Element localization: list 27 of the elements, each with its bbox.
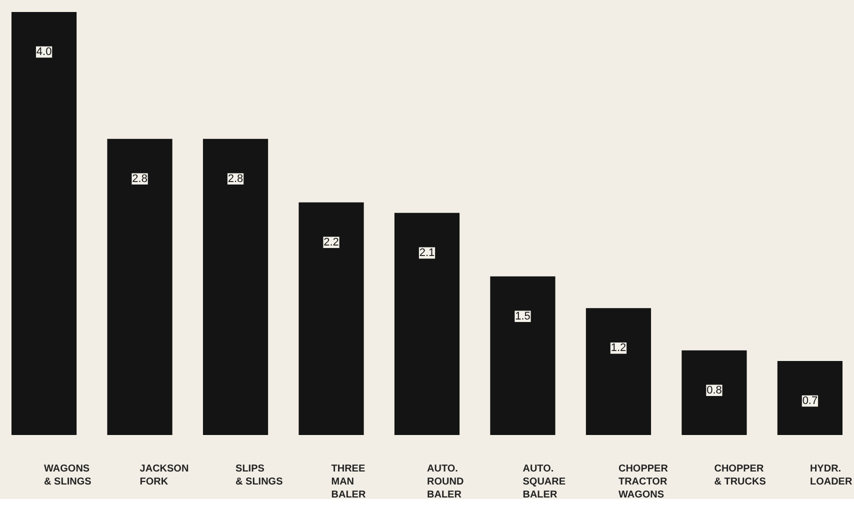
data-label: 4.0: [36, 46, 52, 58]
bar: [490, 276, 556, 435]
bar: [202, 138, 268, 435]
x-tick-label: WAGONS & SLINGS: [44, 464, 92, 488]
data-label: 1.2: [610, 342, 626, 354]
bar: [298, 202, 364, 435]
x-tick-label: HYDR. LOADER: [810, 464, 853, 488]
bar: [107, 138, 172, 435]
x-tick-label: JACKSON FORK: [140, 464, 189, 488]
bar: [586, 308, 652, 435]
x-tick-label: AUTO. ROUND BALER: [427, 464, 464, 500]
data-label: 0.7: [802, 394, 818, 407]
data-label: 2.8: [132, 172, 148, 185]
x-tick-label: AUTO. SQUARE BALER: [522, 464, 566, 500]
data-label: 0.8: [706, 384, 722, 396]
x-tick-label: SLIPS & SLINGS: [236, 464, 284, 488]
bar: [394, 212, 460, 435]
x-tick-label: THREE MAN BALER: [331, 464, 366, 500]
bar: [777, 360, 843, 435]
data-label: 2.8: [228, 172, 244, 185]
bar: [682, 350, 747, 435]
x-tick-label: CHOPPER TRACTOR WAGONS: [618, 464, 669, 500]
x-tick-label: CHOPPER & TRUCKS: [714, 464, 766, 488]
data-label: 2.1: [419, 246, 435, 259]
bar: [11, 12, 77, 435]
data-label: 1.5: [515, 310, 530, 322]
data-label: 2.2: [324, 236, 339, 248]
